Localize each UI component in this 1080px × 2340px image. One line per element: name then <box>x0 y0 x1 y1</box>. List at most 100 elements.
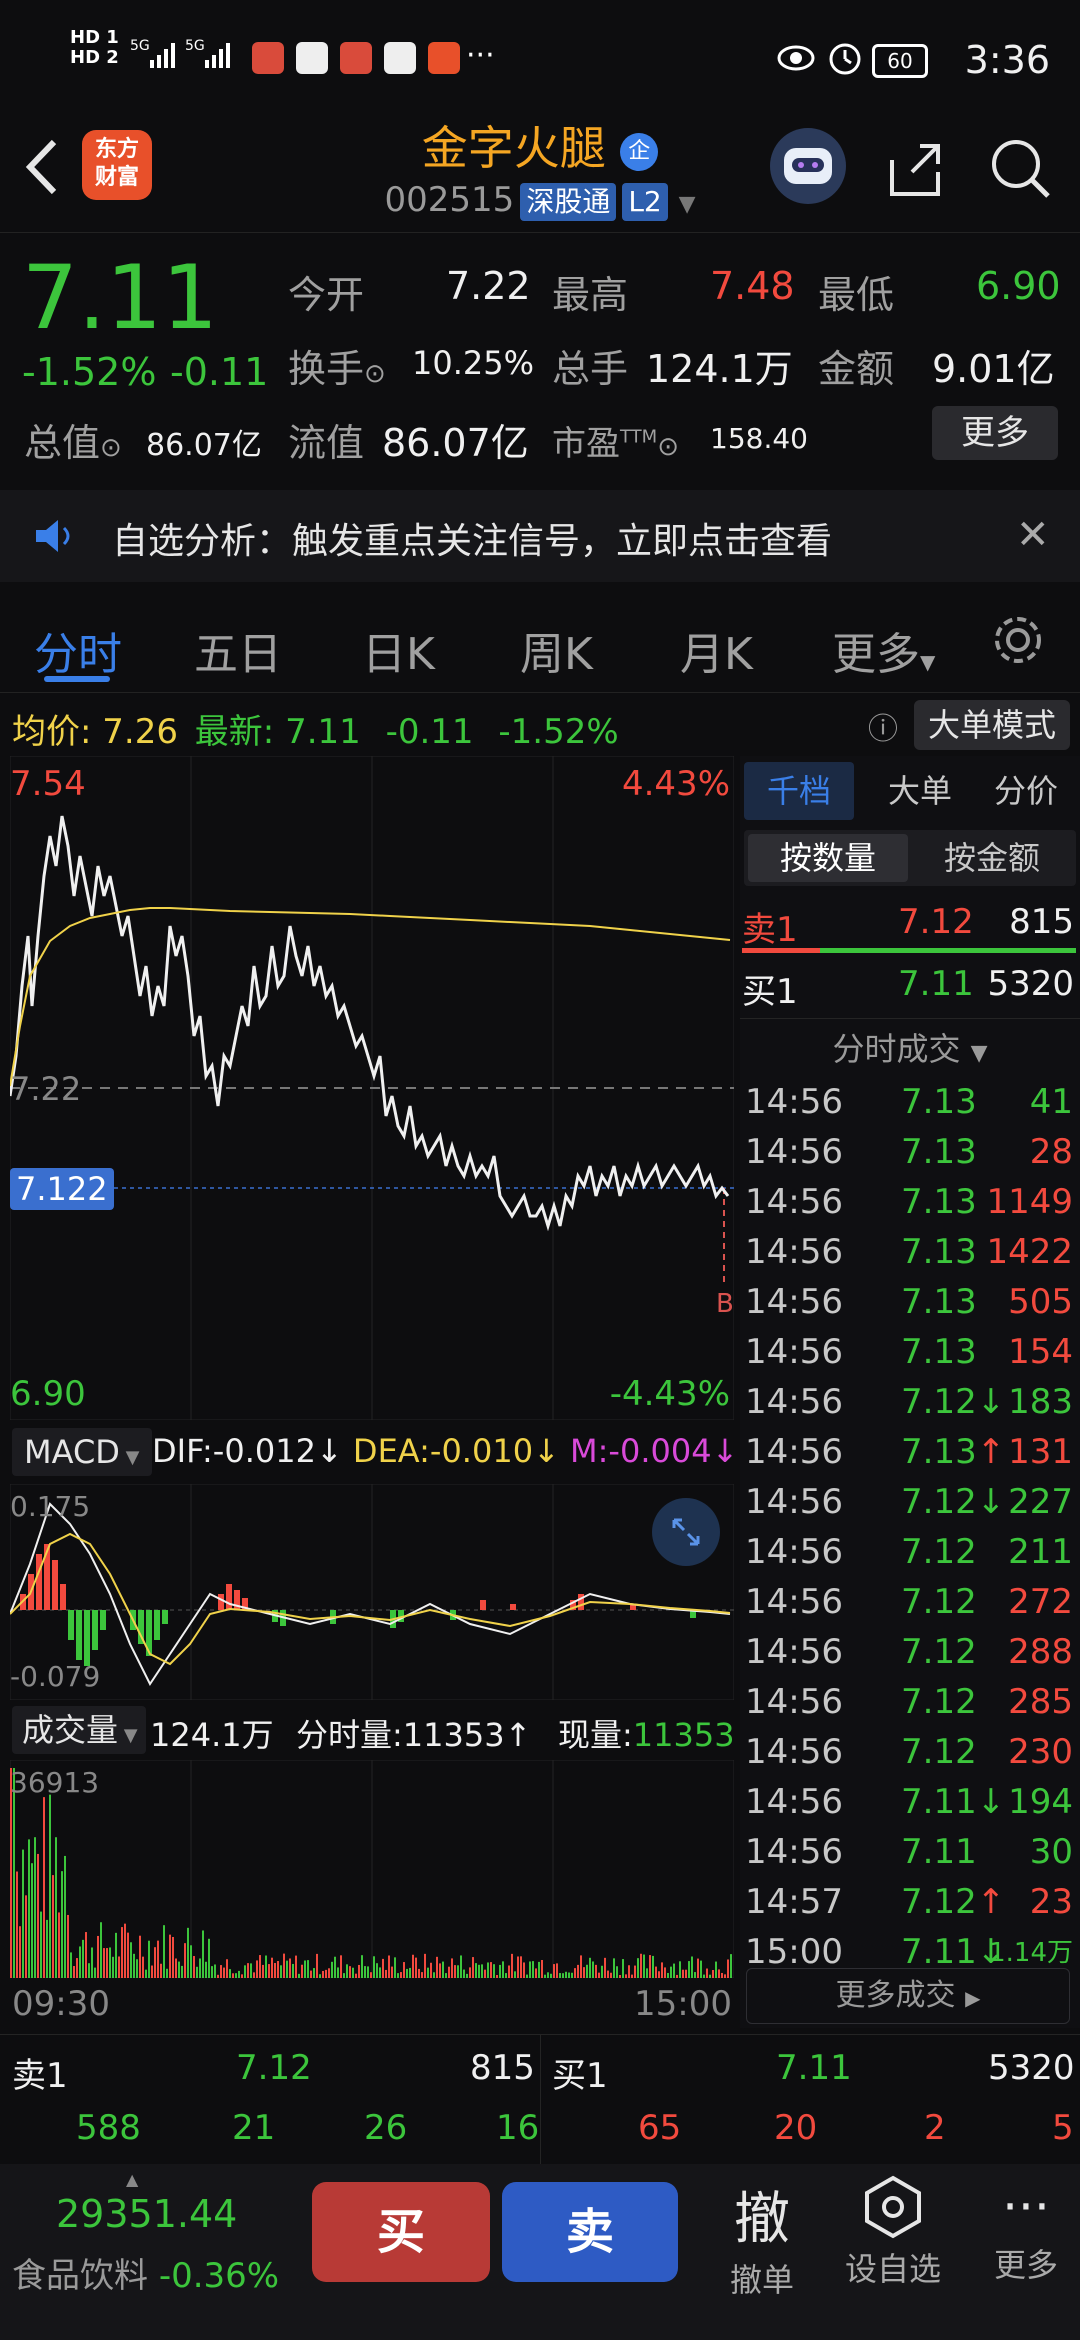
sub-tab-by-amount[interactable]: 按金额 <box>943 839 1040 877</box>
open-label: 今开 <box>288 273 365 317</box>
trade-price: 7.11↓ <box>901 1782 1005 1822</box>
trade-row: 14:57 7.12↑ 23 <box>745 1882 1075 1932</box>
trade-time: 14:56 <box>745 1832 843 1872</box>
tab-daily-k[interactable]: 日K <box>362 629 435 680</box>
stock-title: 金字火腿 企 <box>0 112 1080 178</box>
index-info[interactable]: 食品饮料 -0.36% <box>12 2248 279 2297</box>
close-icon[interactable]: ✕ <box>1016 512 1050 558</box>
help-icon[interactable]: ⓘ <box>868 712 898 747</box>
volume-bar <box>637 1958 639 1978</box>
volume-bar <box>376 1963 378 1978</box>
volume-bar <box>448 1966 450 1978</box>
trade-price: 7.11 <box>901 1832 977 1872</box>
notice-bar[interactable]: 自选分析：触发重点关注信号，立即点击查看 ✕ <box>0 490 1080 582</box>
notice-text: 自选分析：触发重点关注信号，立即点击查看 <box>112 521 833 562</box>
volume-bar <box>595 1964 597 1978</box>
settings-gear-icon[interactable] <box>990 612 1046 672</box>
macd-selector[interactable]: MACD ▼ <box>12 1428 152 1476</box>
info-icon[interactable]: ⊙ <box>364 359 386 389</box>
pe-label: 市盈TTM⊙ <box>552 416 679 465</box>
index-value[interactable]: 29351.44 <box>56 2192 238 2236</box>
volume-bar <box>634 1965 636 1978</box>
volume-bar <box>439 1963 441 1978</box>
tab-monthly-k[interactable]: 月K <box>680 629 753 680</box>
tab-five-day[interactable]: 五日 <box>194 629 282 680</box>
volume-bar <box>388 1955 390 1978</box>
volume-bar <box>10 1768 12 1978</box>
volume-bar <box>460 1955 462 1978</box>
volume-bar <box>562 1973 564 1978</box>
back-button[interactable] <box>18 132 66 206</box>
volume-bar <box>436 1956 438 1978</box>
trade-volume: 288 <box>1008 1632 1073 1672</box>
tab-weekly-k[interactable]: 周K <box>520 629 593 680</box>
robot-assistant-icon[interactable] <box>770 128 846 204</box>
tab-more[interactable]: 更多▼ <box>832 618 935 682</box>
volume-bar <box>286 1960 288 1978</box>
volume-bar <box>76 1958 78 1978</box>
more-trades-button[interactable]: 更多成交 ▶ <box>746 1968 1070 2024</box>
volume-bar <box>457 1965 459 1978</box>
macd-bottom-label: -0.079 <box>10 1660 101 1693</box>
share-icon[interactable] <box>884 138 946 204</box>
down-arrow-icon: ↓ <box>711 1432 739 1470</box>
volume-bar <box>385 1969 387 1978</box>
volume-selector[interactable]: 成交量 ▼ <box>12 1706 146 1754</box>
total-value-label-text: 总值 <box>24 421 101 465</box>
svg-text:5G: 5G <box>130 38 150 54</box>
volume-bar <box>37 1853 39 1978</box>
tab-big-order[interactable]: 大单 <box>887 772 952 810</box>
info-icon[interactable]: ⊙ <box>100 433 122 463</box>
volume-bar <box>487 1962 489 1978</box>
tab-intraday[interactable]: 分时 <box>34 629 122 680</box>
cancel-order-button[interactable]: 撤 撤单 <box>712 2174 812 2301</box>
volume-bar <box>295 1955 297 1978</box>
trades-header[interactable]: 分时成交 ▼ <box>740 1024 1080 1070</box>
volume-selector-label: 成交量 <box>22 1711 119 1749</box>
search-icon[interactable] <box>988 136 1054 206</box>
buy-button[interactable]: 买 <box>312 2182 490 2282</box>
sell-book-label: 卖1 <box>12 2056 68 2096</box>
volume-bar <box>481 1964 483 1978</box>
trade-time: 14:56 <box>745 1382 843 1422</box>
volume-bar <box>454 1965 456 1978</box>
intraday-chart[interactable]: B 7.54 4.43% 7.22 7.122 6.90 -4.43% <box>8 755 735 1421</box>
caret-down-icon: ▼ <box>119 1447 140 1468</box>
volume-bar <box>112 1956 114 1978</box>
volume-bar <box>484 1969 486 1978</box>
macd-chart[interactable]: 0.175 -0.079 <box>9 1483 735 1701</box>
volume-bar <box>142 1956 144 1978</box>
sub-tab-by-quantity[interactable]: 按数量 <box>748 834 908 882</box>
stock-name: 金字火腿 <box>421 121 606 175</box>
volume-value: 124.1万 <box>646 347 793 391</box>
chevron-down-icon[interactable]: ▼ <box>678 192 696 217</box>
volume-bar <box>148 1940 150 1978</box>
volume-bar <box>367 1966 369 1978</box>
more-menu-button[interactable]: ··· 更多 <box>976 2174 1076 2286</box>
tab-price-dist[interactable]: 分价 <box>993 772 1058 810</box>
trade-time: 14:56 <box>745 1132 843 1172</box>
add-watchlist-button[interactable]: 设自选 <box>838 2174 948 2290</box>
volume-bar <box>430 1962 432 1978</box>
tab-qiandang[interactable]: 千档 <box>744 762 854 820</box>
dif-line <box>9 1502 731 1686</box>
volume-bar <box>31 1863 33 1978</box>
volume-bar <box>358 1964 360 1978</box>
expand-icon[interactable] <box>652 1498 720 1566</box>
volume-bar <box>271 1957 273 1978</box>
big-order-mode-button[interactable]: 大单模式 <box>914 700 1070 750</box>
sell-button[interactable]: 卖 <box>502 2182 678 2282</box>
volume-chart[interactable]: 36913 <box>9 1759 735 1979</box>
caret-right-icon: ▶ <box>965 1986 981 2010</box>
down-arrow-icon: ↓ <box>315 1432 343 1470</box>
volume-bar <box>337 1967 339 1978</box>
trade-price-value: 7.11 <box>901 1932 977 1972</box>
volume-bar <box>652 1955 654 1978</box>
volume-bar <box>316 1953 318 1978</box>
volume-bar <box>301 1964 303 1978</box>
trade-volume: 194 <box>1008 1782 1073 1822</box>
more-quote-button[interactable]: 更多 <box>932 406 1058 460</box>
volume-bar <box>163 1925 165 1978</box>
trade-time: 14:56 <box>745 1482 843 1522</box>
info-icon[interactable]: ⊙ <box>657 432 680 462</box>
